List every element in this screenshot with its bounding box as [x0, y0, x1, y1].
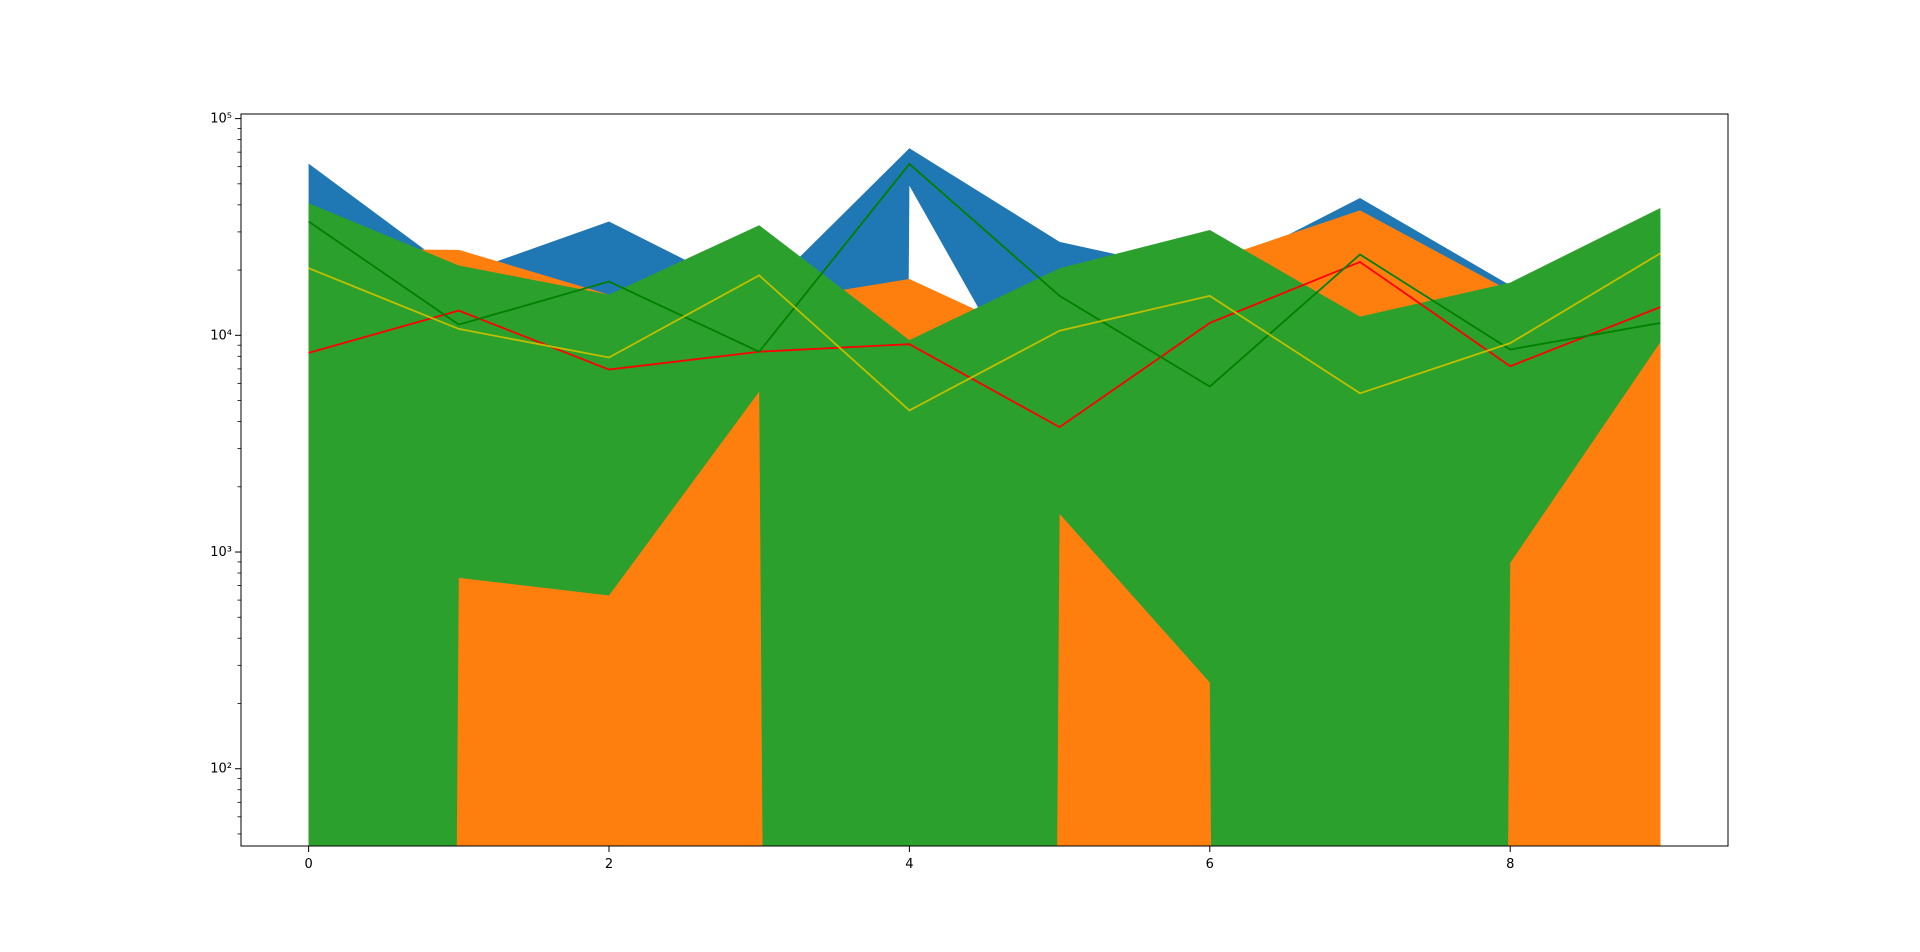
axes: 0 2 4 6 8 10² 10³ 10⁴ 10⁵ — [210, 112, 1729, 872]
x-tick-label: 0 — [304, 857, 312, 872]
line — [308, 260, 1661, 429]
line — [308, 162, 1661, 388]
x-tick-label: 4 — [905, 857, 913, 872]
x-tick-label: 8 — [1506, 857, 1514, 872]
x-tick-label: 2 — [605, 857, 613, 872]
line — [308, 252, 1661, 412]
plot-area — [308, 148, 1661, 846]
y-tick-label: 10⁴ — [210, 328, 232, 343]
y-tick-label: 10² — [210, 762, 232, 777]
y-tick-label: 10³ — [210, 545, 232, 560]
y-tick-label: 10⁵ — [210, 112, 232, 127]
area — [308, 203, 1661, 846]
axes-frame — [240, 113, 1729, 847]
x-tick-label: 6 — [1206, 857, 1214, 872]
